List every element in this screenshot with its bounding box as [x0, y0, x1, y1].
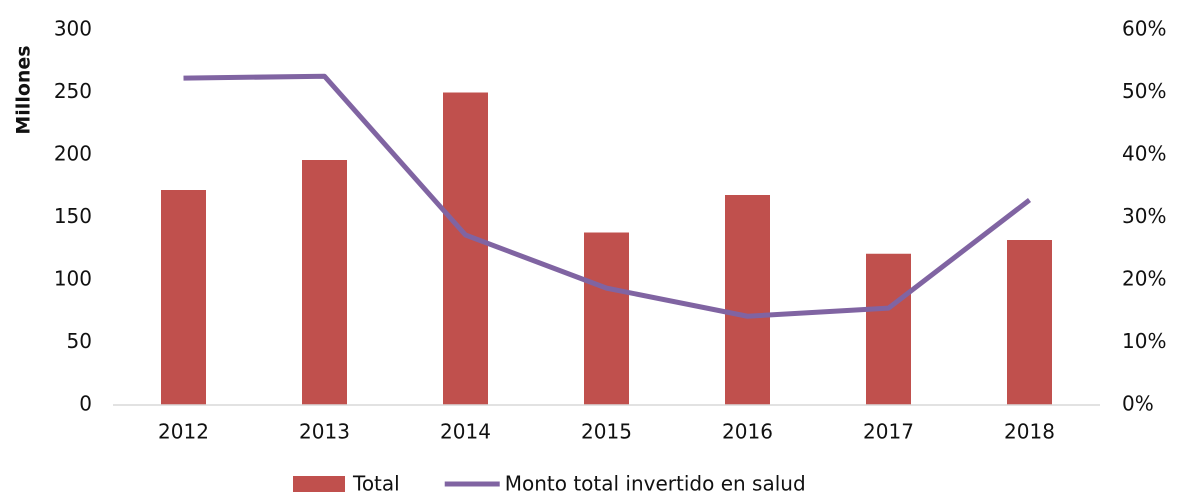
- bar: [725, 195, 770, 405]
- x-tick-label: 2012: [158, 420, 209, 444]
- y-axis-title: Millones: [13, 45, 35, 134]
- bar: [302, 160, 347, 405]
- y-tick-label: 250: [54, 79, 92, 103]
- y2-tick-label: 40%: [1122, 142, 1166, 166]
- bar: [584, 232, 629, 405]
- y-tick-label: 0: [79, 392, 92, 416]
- y2-tick-label: 20%: [1122, 267, 1166, 291]
- y-tick-label: 100: [54, 267, 92, 291]
- x-tick-label: 2017: [863, 420, 914, 444]
- x-tick-label: 2015: [581, 420, 632, 444]
- y-tick-label: 50: [67, 329, 92, 353]
- y2-tick-label: 60%: [1122, 17, 1166, 41]
- bar: [161, 190, 206, 405]
- y-tick-label: 150: [54, 204, 92, 228]
- bar: [866, 253, 911, 405]
- legend-label: Monto total invertido en salud: [505, 472, 806, 493]
- bar: [443, 92, 488, 405]
- x-tick-label: 2014: [440, 420, 491, 444]
- y2-tick-label: 50%: [1122, 79, 1166, 103]
- x-tick-label: 2013: [299, 420, 350, 444]
- line: [183, 73, 1032, 319]
- x-tick-label: 2016: [722, 420, 773, 444]
- legend-label: Total: [352, 472, 400, 493]
- x-tick-label: 2018: [1004, 420, 1055, 444]
- y-tick-label: 300: [54, 17, 92, 41]
- y-tick-label: 200: [54, 142, 92, 166]
- y2-tick-label: 0%: [1122, 392, 1154, 416]
- legend-swatch: [293, 476, 345, 492]
- bar: [1007, 240, 1052, 405]
- y2-tick-label: 10%: [1122, 329, 1166, 353]
- y2-tick-label: 30%: [1122, 204, 1166, 228]
